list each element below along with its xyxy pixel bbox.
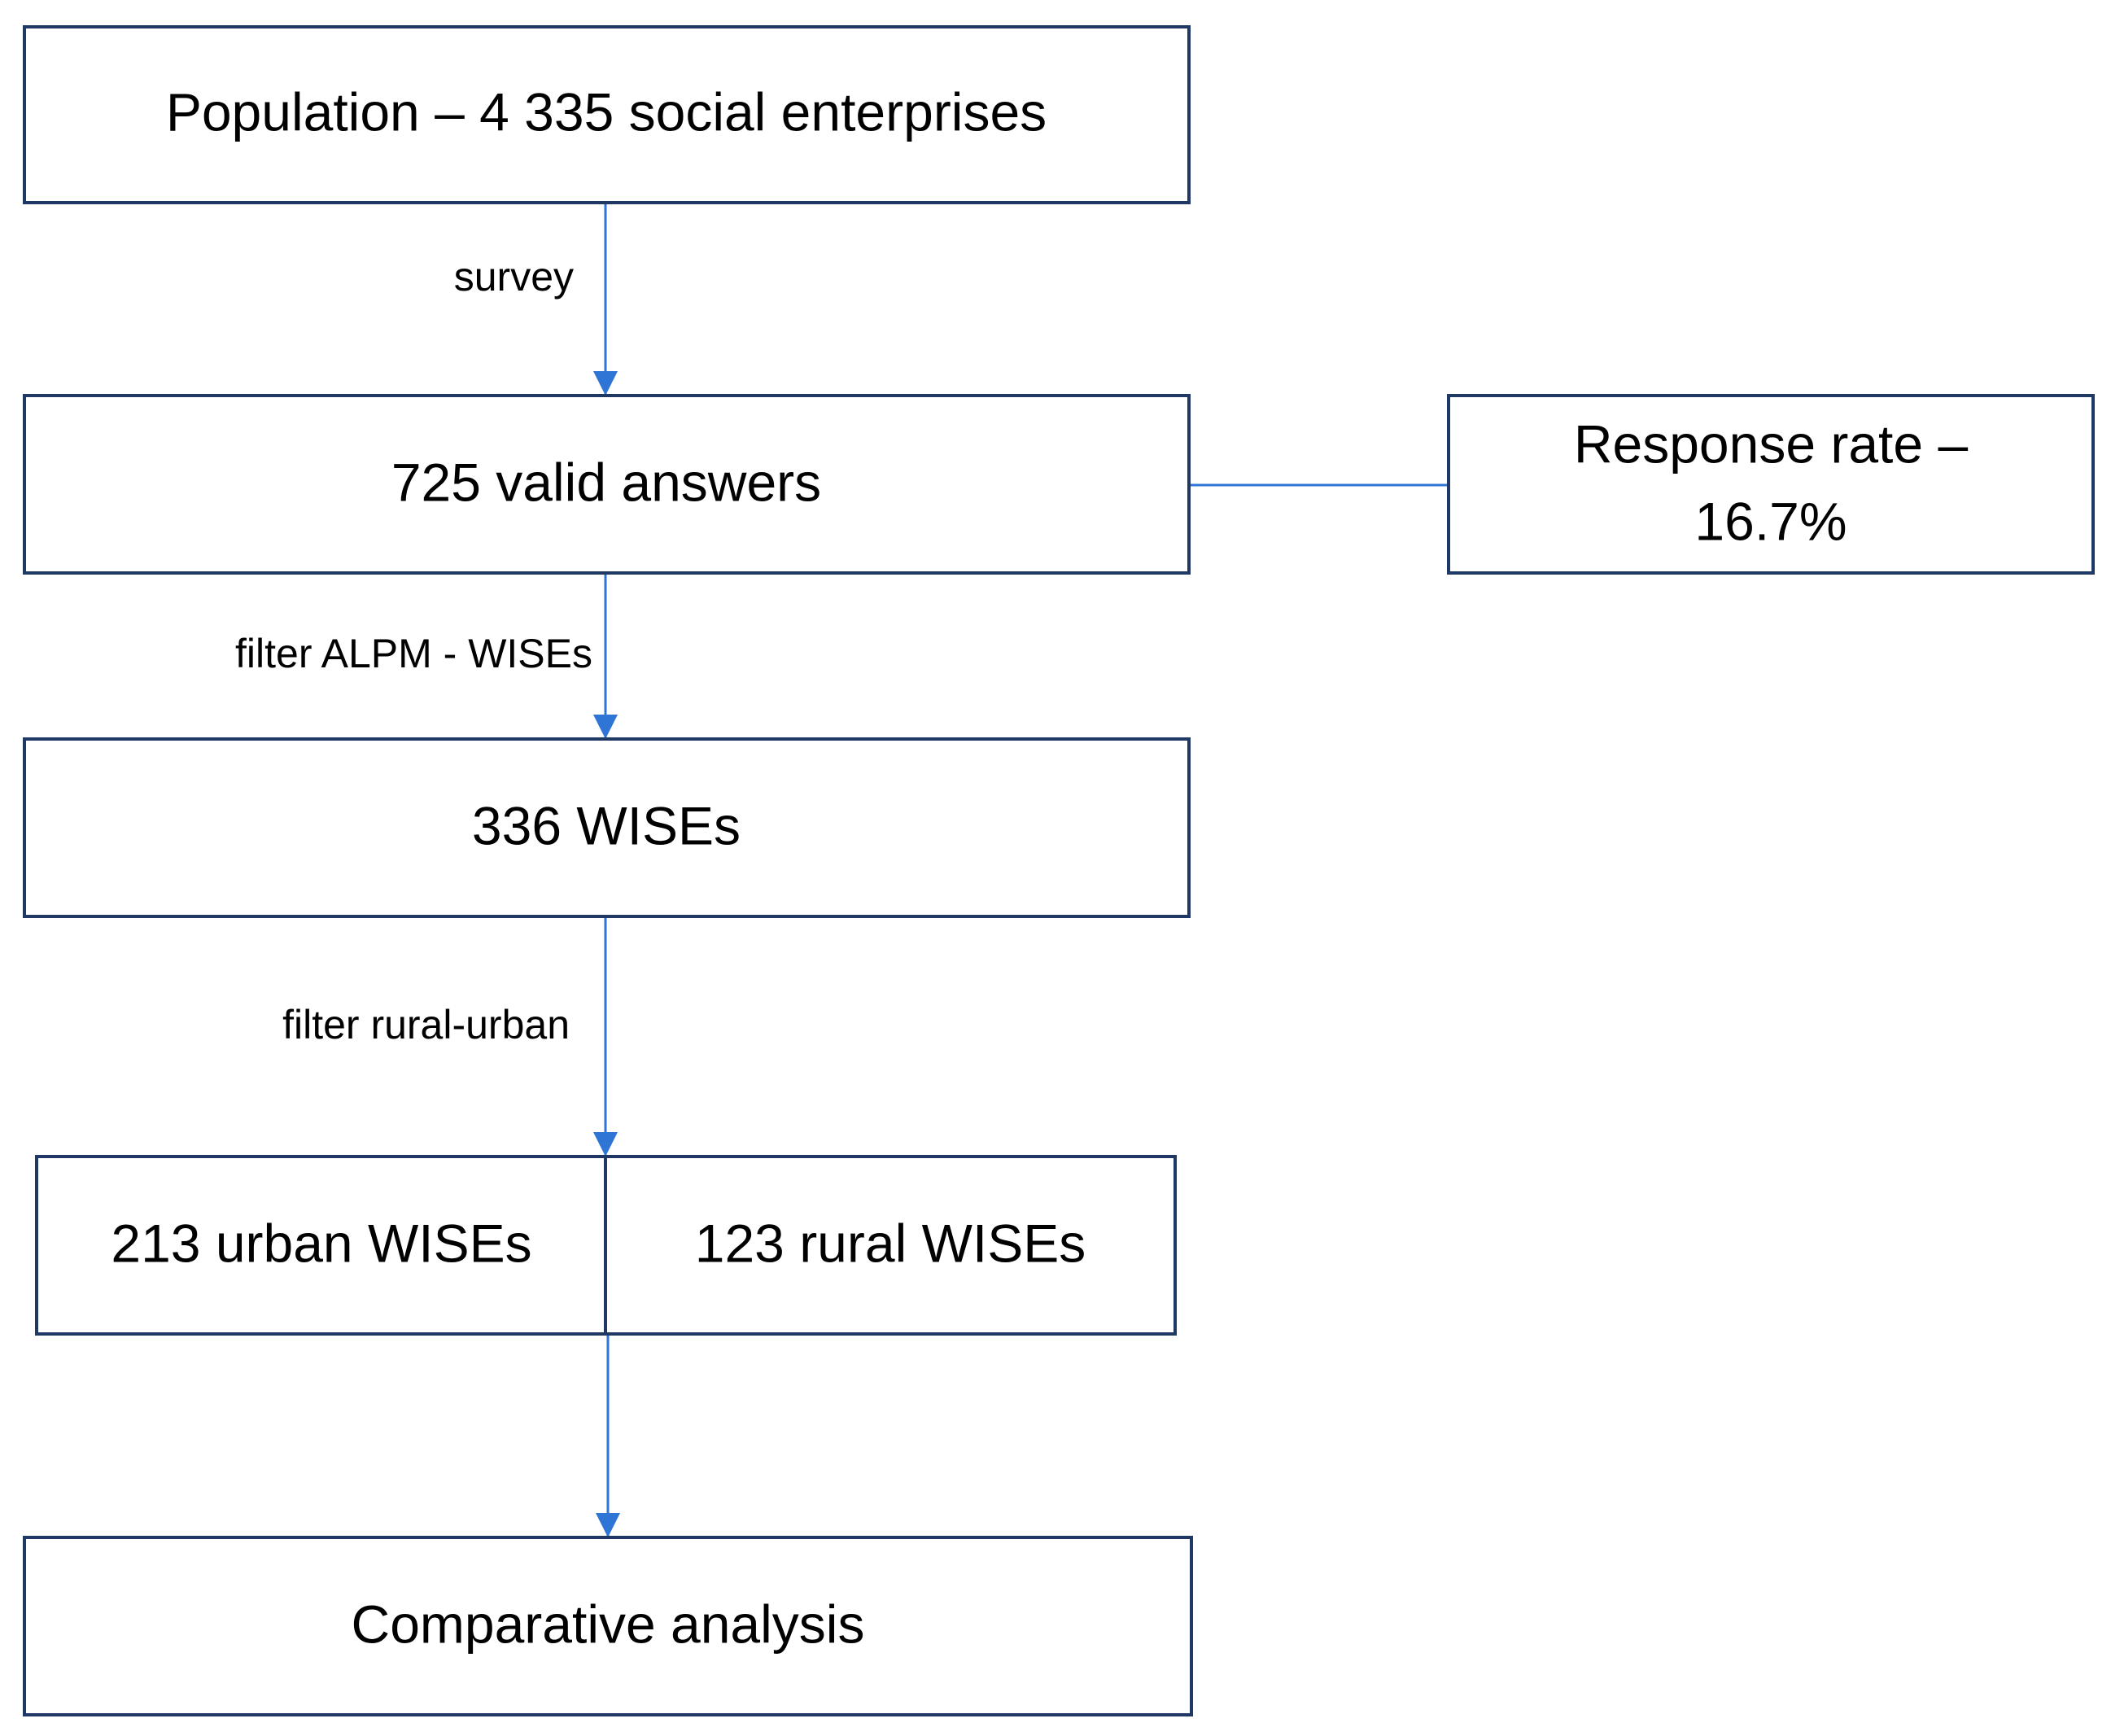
node-label: Comparative analysis: [352, 1594, 865, 1654]
node-label: 16.7%: [1694, 491, 1847, 551]
node-label: Population – 4 335 social enterprises: [166, 81, 1047, 142]
edge-label: filter rural-urban: [282, 1002, 570, 1047]
edge-label: survey: [454, 254, 574, 300]
node-label: 213 urban WISEs: [111, 1213, 531, 1273]
node-box: [1447, 394, 2095, 575]
node-box: [23, 1536, 1193, 1716]
edge-label: filter ALPM - WISEs: [235, 631, 592, 676]
node-label: 123 rural WISEs: [695, 1213, 1086, 1273]
node-label: 725 valid answers: [391, 452, 821, 512]
node-box: [23, 394, 1191, 575]
node-label: Response rate –: [1574, 413, 1969, 474]
node-box: [23, 737, 1191, 918]
node-label: 336 WISEs: [472, 795, 741, 855]
node-box: [23, 25, 1191, 204]
